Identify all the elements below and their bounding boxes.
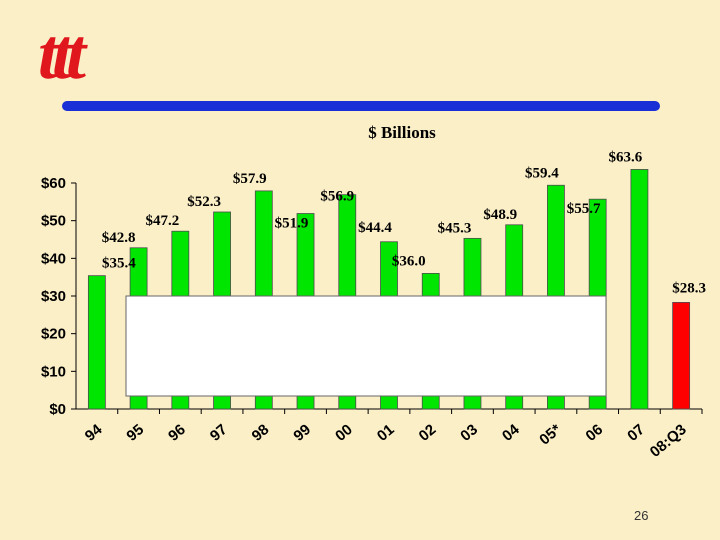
slide-number: 26 <box>634 508 649 523</box>
y-tick-label: $30 <box>41 288 66 305</box>
data-label: $47.2 <box>145 213 179 229</box>
bar <box>87 275 106 410</box>
y-tick-label: $50 <box>41 213 66 230</box>
header-rule <box>62 101 660 111</box>
data-labels: $35.4 $42.8 $47.2 $52.3 $57.9 $51.9 $56.9$44.4… <box>102 149 706 296</box>
chart-title: $ Billions <box>368 123 436 142</box>
data-label: $28.3 <box>672 280 706 296</box>
y-tick-label: $10 <box>41 363 66 380</box>
bar <box>672 302 691 410</box>
x-tick-label: 02 <box>416 421 440 445</box>
x-tick-label: 01 <box>374 421 398 445</box>
x-tick-label: 95 <box>123 421 147 445</box>
bar <box>630 169 649 410</box>
data-label: $35.4 <box>102 256 136 272</box>
x-tick-label: 99 <box>290 421 314 445</box>
data-label: $63.6 <box>609 149 643 165</box>
data-label: $36.0 <box>392 253 426 269</box>
y-tick-label: $40 <box>41 250 66 267</box>
company-logo: ttt <box>38 14 86 94</box>
data-label: $42.8 <box>102 230 136 246</box>
x-tick-label: 04 <box>499 421 523 445</box>
x-tick-label: 08:Q3 <box>647 421 690 461</box>
data-label: $57.9 <box>233 171 267 187</box>
x-tick-label: 97 <box>207 421 231 445</box>
data-label: $48.9 <box>483 207 517 223</box>
data-label: $55.7 <box>567 201 601 217</box>
data-label: $44.4 <box>358 220 392 236</box>
x-tick-label: 98 <box>249 421 273 445</box>
y-tick-label: $60 <box>41 175 66 192</box>
data-label: $56.9 <box>320 189 354 205</box>
data-label: $59.4 <box>525 165 559 181</box>
y-tick-label: $0 <box>49 401 66 418</box>
x-tick-label: 03 <box>457 421 481 445</box>
data-label: $52.3 <box>187 194 221 210</box>
y-tick-label: $20 <box>41 326 66 343</box>
x-tick-label: 07 <box>624 421 648 445</box>
x-tick-label: 05* <box>536 421 564 449</box>
x-tick-label: 06 <box>583 421 607 445</box>
x-tick-label: 94 <box>82 421 106 445</box>
x-tick-label: 00 <box>332 421 356 445</box>
data-label: $45.3 <box>438 220 472 236</box>
x-tick-label: 96 <box>165 421 189 445</box>
blank-overlay-box <box>125 295 607 397</box>
data-label: $51.9 <box>275 216 309 232</box>
